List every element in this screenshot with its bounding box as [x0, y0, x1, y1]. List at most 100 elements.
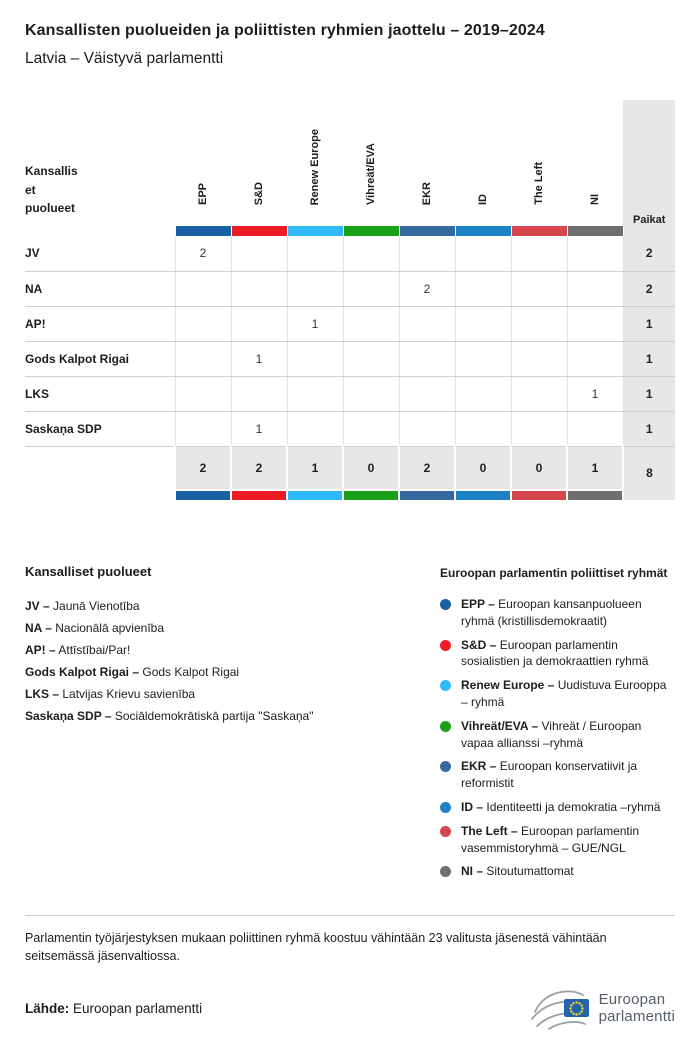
legend-party-item: Saskaņa SDP – Sociāldemokrātiskā partija… — [25, 705, 415, 727]
page-subtitle: Latvia – Väistyvä parlamentti — [25, 50, 224, 67]
column-header-sd: S&D — [253, 181, 265, 205]
column-header-left: The Left — [533, 162, 545, 205]
seat-cell — [398, 376, 455, 412]
legend-groups-heading: Euroopan parlamentin poliittiset ryhmät — [440, 566, 668, 580]
party-abbr: NA – — [25, 621, 52, 635]
seat-cell: 1 — [230, 341, 287, 377]
legends: Kansalliset puolueet JV – Jaunā Vienotīb… — [25, 564, 675, 887]
group-color-bar — [510, 489, 568, 500]
seat-cell — [454, 306, 511, 342]
group-abbr: The Left – — [461, 823, 518, 838]
legend-group-item: Renew Europe – Uudistuva Eurooppa – ryhm… — [440, 677, 675, 711]
group-desc: Uudistuva Eurooppa – ryhmä — [461, 678, 667, 709]
total-cell: 1 — [566, 446, 624, 490]
legend-party-item: Gods Kalpot Rigai – Gods Kalpot Rigai — [25, 661, 415, 683]
footer: Lähde: Euroopan parlamentti Euroo — [25, 982, 675, 1034]
total-seats-cell: 1 — [622, 376, 675, 412]
seat-cell — [286, 376, 343, 412]
seat-cell — [342, 236, 399, 272]
ep-logo-line1: Euroopan — [598, 990, 666, 1008]
seat-cell — [510, 306, 567, 342]
group-color-bar — [342, 489, 400, 500]
seat-cell — [454, 236, 511, 272]
seat-cell — [230, 271, 287, 307]
group-abbr: Vihreät/EVA – — [461, 718, 539, 733]
group-color-bar — [230, 226, 288, 236]
legend-group-item: The Left – Euroopan parlamentin vasemmis… — [440, 823, 675, 857]
row-header-label: Kansallis et puolueet — [25, 164, 78, 216]
legend-political-groups: Euroopan parlamentin poliittiset ryhmät … — [440, 564, 675, 887]
divider — [25, 915, 675, 917]
party-label: Saskaņa SDP — [25, 411, 175, 447]
seat-cell — [342, 341, 399, 377]
legend-parties-heading: Kansalliset puolueet — [25, 564, 152, 579]
group-color-bar — [230, 489, 288, 500]
group-color-bar — [510, 226, 568, 236]
group-color-bar-row — [25, 226, 675, 236]
seat-cell — [342, 271, 399, 307]
party-label: Gods Kalpot Rigai — [25, 341, 175, 377]
seat-cell: 1 — [230, 411, 287, 447]
group-desc: Sitoutumattomat — [486, 864, 574, 879]
group-color-bar — [174, 226, 232, 236]
group-desc: Euroopan kansanpuolueen ryhmä (kristilli… — [461, 597, 642, 628]
group-color-bar — [454, 489, 512, 500]
seat-cell — [230, 236, 287, 272]
legend-party-item: LKS – Latvijas Krievu savienība — [25, 683, 415, 705]
grand-total-cell: 8 — [622, 446, 675, 500]
group-abbr: EKR – — [461, 759, 497, 774]
table-row: Saskaņa SDP 1 1 — [25, 411, 675, 447]
legend-group-item: Vihreät/EVA – Vihreät / Euroopan vapaa a… — [440, 718, 675, 752]
total-seats-cell: 1 — [622, 411, 675, 447]
seat-cell — [566, 411, 623, 447]
seats-column-header: Paikat — [623, 100, 675, 236]
group-desc: Identiteetti ja demokratia –ryhmä — [486, 799, 661, 814]
group-color-bar — [566, 489, 624, 500]
group-abbr: NI – — [461, 864, 484, 879]
legend-group-item: NI – Sitoutumattomat — [440, 863, 675, 880]
column-header-renew: Renew Europe — [309, 128, 321, 205]
column-header-greens: Vihreät/EVA — [365, 143, 377, 205]
seat-cell: 1 — [286, 306, 343, 342]
party-name: Attīstībai/Par! — [58, 643, 131, 657]
seat-cell — [454, 411, 511, 447]
table-row: Gods Kalpot Rigai 1 1 — [25, 341, 675, 377]
seat-cell — [230, 306, 287, 342]
seat-cell — [174, 271, 231, 307]
seat-cell — [174, 341, 231, 377]
group-color-bar — [286, 489, 344, 500]
column-header-ni: NI — [589, 194, 601, 205]
seat-cell — [566, 306, 623, 342]
group-desc: Euroopan parlamentin sosialistien ja dem… — [461, 637, 649, 669]
footnote: Parlamentin työjärjestyksen mukaan polii… — [25, 930, 607, 964]
page-title: Kansallisten puolueiden ja poliittisten … — [25, 22, 545, 39]
source-label: Lähde: — [25, 1000, 70, 1016]
seat-cell — [174, 376, 231, 412]
group-color-bar — [566, 226, 624, 236]
group-abbr: S&D – — [461, 637, 497, 652]
seat-cell — [398, 411, 455, 447]
party-label: LKS — [25, 376, 175, 412]
spacer-cell — [25, 490, 175, 500]
group-abbr: EPP – — [461, 597, 495, 611]
group-color-bar — [286, 226, 344, 236]
group-color-dot — [440, 761, 451, 773]
total-seats-cell: 2 — [622, 271, 675, 307]
group-color-dot — [440, 680, 451, 692]
spacer-cell — [25, 226, 175, 236]
seat-cell — [342, 306, 399, 342]
party-label: AP! — [25, 306, 175, 342]
ep-logo-wordmark: Euroopan parlamentti — [599, 991, 675, 1026]
group-abbr: Renew Europe – — [461, 678, 555, 693]
column-header-epp: EPP — [197, 182, 209, 205]
seat-cell — [566, 271, 623, 307]
total-cell: 2 — [398, 446, 456, 490]
seat-cell — [454, 341, 511, 377]
seat-cell — [566, 341, 623, 377]
group-color-dot — [440, 599, 451, 610]
total-cell: 0 — [342, 446, 400, 490]
seat-cell — [454, 376, 511, 412]
party-label: JV — [25, 236, 175, 272]
party-abbr: Saskaņa SDP – — [25, 709, 112, 723]
